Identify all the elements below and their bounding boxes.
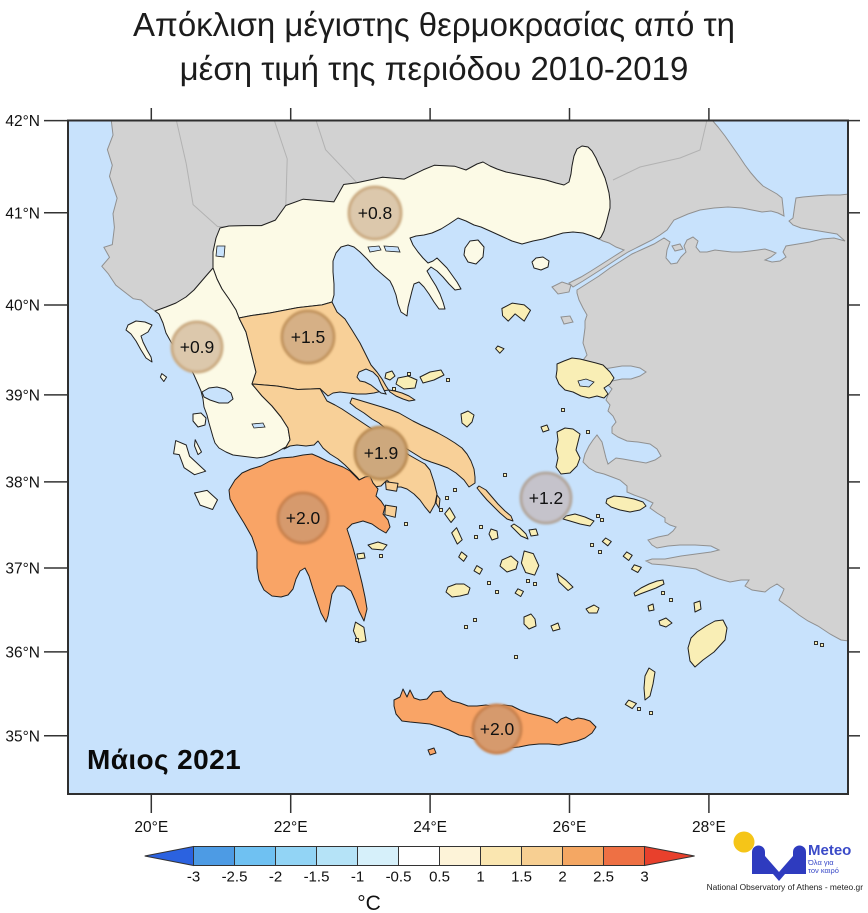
- svg-text:39°N: 39°N: [5, 387, 40, 404]
- svg-text:-2: -2: [269, 869, 282, 886]
- svg-text:+1.2: +1.2: [529, 488, 564, 508]
- svg-text:-1.5: -1.5: [304, 869, 330, 886]
- svg-text:τον καιρό: τον καιρό: [808, 866, 839, 875]
- svg-text:36°N: 36°N: [5, 644, 40, 661]
- svg-text:Meteo: Meteo: [808, 842, 851, 859]
- svg-text:40°N: 40°N: [5, 298, 40, 315]
- svg-text:0.5: 0.5: [429, 869, 450, 886]
- svg-text:+1.5: +1.5: [291, 327, 326, 347]
- svg-text:3: 3: [640, 869, 648, 886]
- svg-text:-3: -3: [187, 869, 200, 886]
- svg-text:35°N: 35°N: [5, 728, 40, 745]
- svg-text:+0.8: +0.8: [358, 203, 393, 223]
- svg-text:1.5: 1.5: [511, 869, 532, 886]
- svg-text:2.5: 2.5: [593, 869, 614, 886]
- svg-text:22°E: 22°E: [274, 819, 308, 836]
- svg-text:-0.5: -0.5: [386, 869, 412, 886]
- svg-text:28°E: 28°E: [692, 819, 726, 836]
- svg-text:26°E: 26°E: [553, 819, 587, 836]
- svg-text:41°N: 41°N: [5, 205, 40, 222]
- svg-text:-1: -1: [351, 869, 364, 886]
- svg-text:37°N: 37°N: [5, 561, 40, 578]
- svg-text:-2.5: -2.5: [222, 869, 248, 886]
- svg-text:National Observatory of Athens: National Observatory of Athens - meteo.g…: [707, 882, 864, 892]
- svg-text:+2.0: +2.0: [286, 508, 321, 528]
- svg-text:Όλα για: Όλα για: [807, 858, 834, 867]
- svg-text:°C: °C: [357, 892, 381, 913]
- svg-text:+1.9: +1.9: [364, 443, 399, 463]
- svg-text:38°N: 38°N: [5, 474, 40, 491]
- svg-text:+2.0: +2.0: [480, 719, 515, 739]
- svg-text:+0.9: +0.9: [180, 337, 215, 357]
- svg-text:2: 2: [558, 869, 566, 886]
- svg-text:1: 1: [476, 869, 484, 886]
- svg-text:24°E: 24°E: [413, 819, 447, 836]
- svg-text:20°E: 20°E: [134, 819, 168, 836]
- svg-text:42°N: 42°N: [5, 113, 40, 130]
